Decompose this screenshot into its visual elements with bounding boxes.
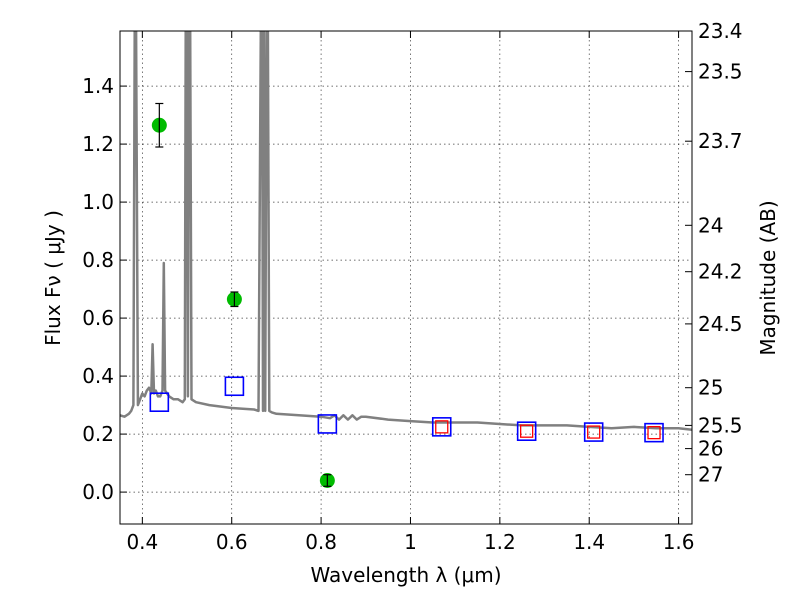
model-square-red (520, 424, 534, 438)
y-tick-label: 0.4 (82, 364, 114, 388)
mag-tick-label: 26 (698, 437, 723, 461)
y-tick-label: 0.2 (82, 422, 114, 446)
spectrum-path (120, 31, 692, 432)
mag-tick-label: 27 (698, 463, 723, 487)
x-tick-label: 1.2 (484, 530, 516, 554)
mag-tick-label: 23.5 (698, 60, 743, 84)
mag-tick-label: 25.5 (698, 413, 743, 437)
data-points (149, 102, 664, 488)
model-square-blue (317, 414, 338, 434)
mag-tick-label: 24.5 (698, 312, 743, 336)
model-square-blue (644, 422, 664, 443)
x-tick-label: 1.6 (663, 530, 695, 554)
mag-tick-label: 25 (698, 376, 723, 400)
y-axis-label: Flux Fν ( μJy ) (41, 210, 65, 346)
x-tick-label: 0.8 (305, 530, 337, 554)
model-square-blue (516, 421, 537, 442)
mag-tick-label: 23.4 (698, 19, 743, 43)
model-square-red (435, 420, 449, 434)
mag-tick-label: 23.7 (698, 129, 743, 153)
model-square-blue (224, 376, 245, 397)
y-tick-label: 0.6 (82, 306, 114, 330)
y-tick-label: 0.8 (82, 248, 114, 272)
mag-tick-label: 24.2 (698, 260, 743, 284)
y2-axis-label: Magnitude (AB) (756, 200, 780, 355)
model-square-blue (583, 422, 604, 442)
x-tick-label: 0.4 (126, 530, 158, 554)
mag-tick-label: 24 (698, 213, 723, 237)
spectrum-line (120, 31, 692, 432)
model-square-red (647, 425, 661, 440)
plot-frame (119, 30, 693, 525)
axis-ticks: 0.4 0.6 0.8 1 1.2 1.4 1.6 0.0 0.2 0.4 0.6 0.8 1.0 1.2… (82, 19, 742, 554)
x-axis-label: Wavelength λ (μm) (310, 563, 501, 587)
y-tick-label: 0.0 (82, 480, 114, 504)
x-tick-label: 1 (404, 530, 417, 554)
y-tick-label: 1.2 (82, 132, 114, 156)
y-tick-label: 1.0 (82, 190, 114, 214)
grid (120, 31, 692, 524)
model-square-red (587, 425, 601, 439)
model-square-blue (149, 392, 170, 413)
x-tick-label: 1.4 (573, 530, 605, 554)
model-square-blue (431, 417, 452, 437)
y-tick-label: 1.4 (82, 74, 114, 98)
x-tick-label: 0.6 (216, 530, 248, 554)
